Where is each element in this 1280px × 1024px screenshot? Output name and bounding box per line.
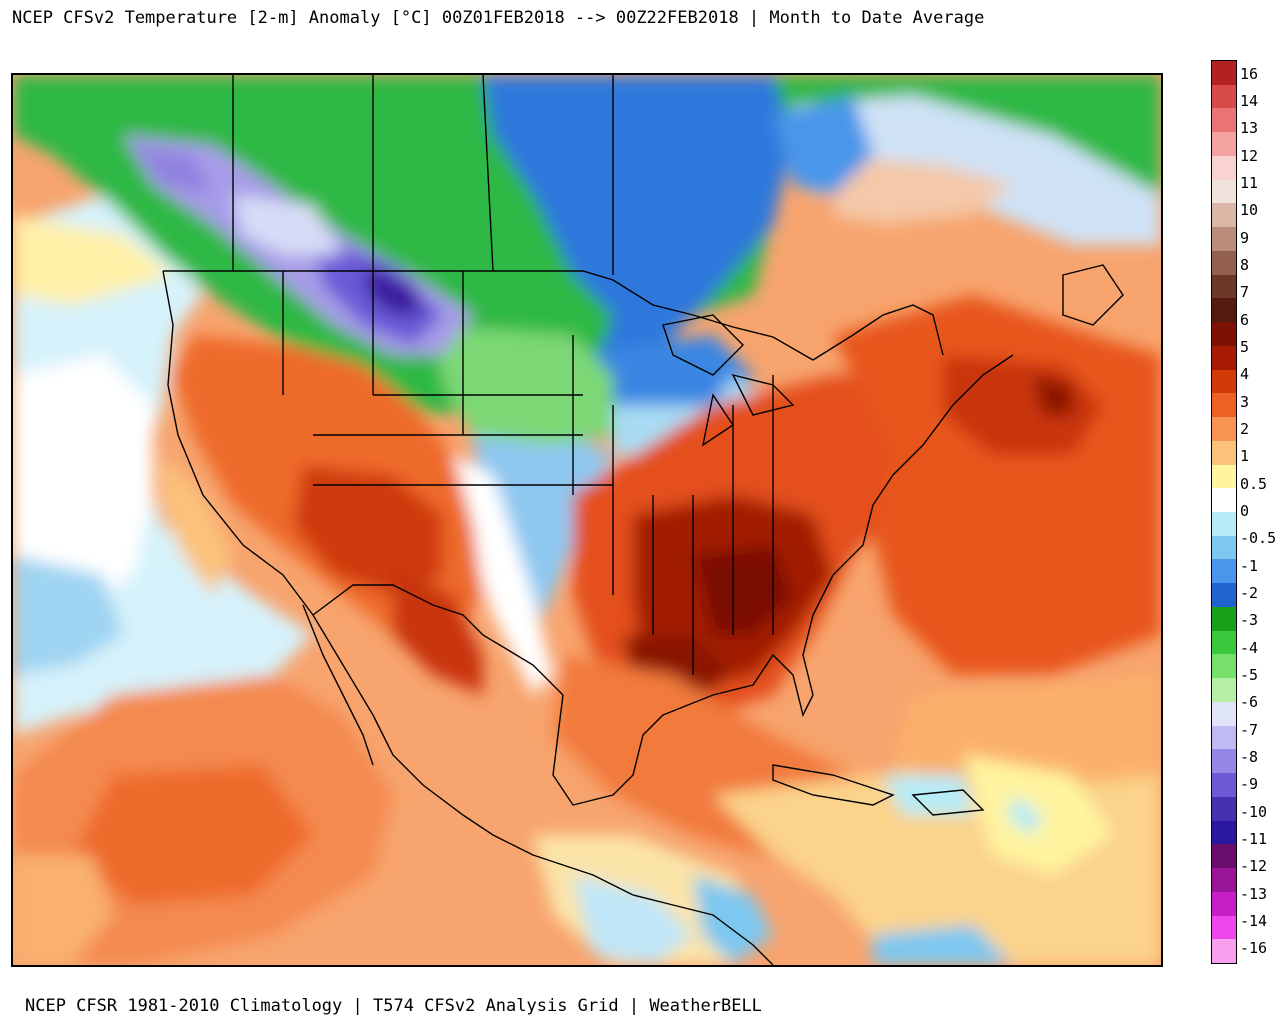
legend-swatch [1212,678,1236,703]
legend-tick-label: -0.5 [1240,529,1277,548]
chart-title: NCEP CFSv2 Temperature [2-m] Anomaly [°C… [12,8,985,28]
legend-tick-label: -12 [1240,857,1268,876]
legend-tick-label: 5 [1240,338,1250,356]
map-panel [11,73,1163,967]
legend-tick-label: 16 [1240,64,1259,83]
legend-tick-label: 10 [1240,201,1259,220]
legend-tick-label: 6 [1240,310,1250,329]
legend-tick-label: -4 [1240,638,1259,657]
legend-swatch [1212,369,1236,394]
legend-tick-label: -8 [1240,748,1259,766]
legend-tick-label: -13 [1240,884,1268,903]
legend-tick-label: -7 [1240,720,1259,739]
legend-swatch [1212,773,1236,798]
legend-swatch [1212,868,1236,893]
legend-swatch [1212,939,1236,964]
legend-swatch [1212,583,1236,608]
legend-swatch [1212,417,1236,442]
legend-swatch [1212,155,1236,181]
legend-swatch [1212,298,1236,323]
legend-tick-label: 2 [1240,420,1250,438]
legend-swatch [1212,488,1236,513]
legend-swatch [1212,227,1236,252]
boundary-lines [162,75,1124,965]
legend-swatch [1212,322,1236,347]
legend-swatch [1212,108,1236,133]
legend-tick-label: 13 [1240,119,1259,138]
legend-swatch [1212,559,1236,584]
legend-tick-label: 14 [1240,92,1259,110]
legend-tick-label: -14 [1240,912,1268,930]
legend-tick-label: 9 [1240,228,1250,247]
footer-credit: NCEP CFSR 1981-2010 Climatology | T574 C… [25,996,762,1016]
legend-swatch [1212,464,1236,489]
legend-tick-label: -3 [1240,611,1259,630]
legend-swatch [1212,725,1236,750]
legend-swatch [1212,891,1236,917]
legend-swatch [1212,701,1236,727]
legend-swatch [1212,535,1236,560]
legend-tick-label: 12 [1240,146,1259,165]
legend-swatch [1212,512,1236,537]
legend-swatch [1212,203,1236,228]
legend-tick-label: -10 [1240,802,1268,821]
legend-swatch [1212,179,1236,204]
legend-tick-label: 7 [1240,283,1250,302]
legend-tick-label: 0.5 [1240,474,1268,493]
legend-tick-label: 3 [1240,392,1250,411]
legend-swatch [1212,749,1236,774]
legend-swatch [1212,820,1236,845]
legend-tick-label: -16 [1240,939,1268,958]
anomaly-fields [13,75,1161,965]
legend-swatch [1212,654,1236,679]
legend-swatch [1212,250,1236,276]
legend-tick-label: 4 [1240,365,1250,384]
legend-tick-label: 8 [1240,256,1250,274]
legend-swatch [1212,274,1236,299]
legend-swatch [1212,132,1236,157]
legend-swatch [1212,796,1236,822]
legend-tick-label: 11 [1240,174,1259,192]
color-legend [1211,60,1237,964]
legend-tick-label: -5 [1240,666,1259,684]
legend-swatch [1212,915,1236,940]
legend-swatch [1212,630,1236,655]
anomaly-map [13,75,1161,965]
legend-swatch [1212,61,1236,86]
legend-swatch [1212,440,1236,466]
legend-swatch [1212,393,1236,418]
legend-swatch [1212,345,1236,371]
legend-tick-label: -6 [1240,693,1259,712]
legend-tick-label: -9 [1240,775,1259,794]
legend-tick-label: 1 [1240,447,1250,466]
legend-tick-label: -11 [1240,830,1268,848]
legend-tick-label: -1 [1240,556,1259,575]
legend-tick-label: -2 [1240,584,1259,602]
legend-tick-label: 0 [1240,502,1250,520]
legend-swatch [1212,84,1236,109]
legend-swatch [1212,844,1236,869]
legend-swatch [1212,606,1236,632]
